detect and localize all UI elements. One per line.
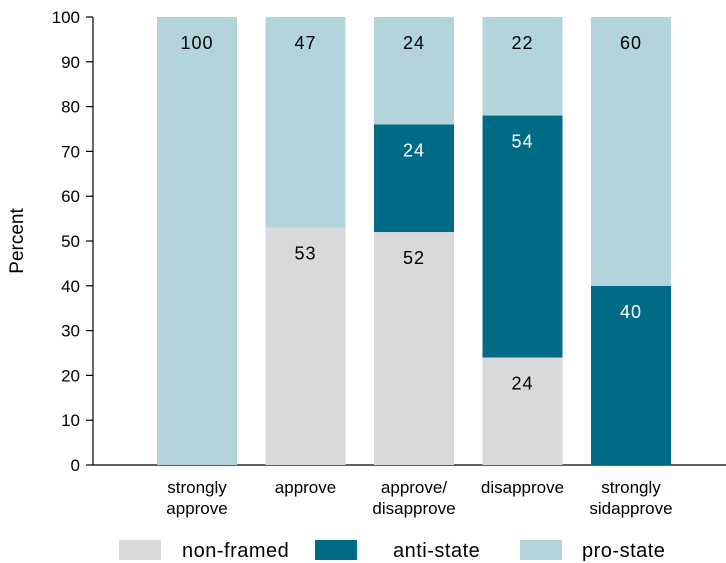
data-label: 24 (511, 373, 533, 393)
data-label: 40 (620, 302, 642, 322)
bar-segment-anti-state (482, 115, 563, 358)
legend-label: non-framed (182, 540, 289, 562)
data-label: 52 (403, 248, 425, 268)
bar-segment-anti-state (374, 124, 454, 233)
bar-segment-pro-state (374, 17, 454, 125)
legend-swatch-anti-state (315, 540, 357, 560)
category-label: approve (275, 478, 336, 497)
y-tick-label: 40 (61, 277, 80, 296)
y-axis-title: Percent (7, 208, 28, 274)
y-tick-label: 10 (61, 411, 80, 430)
category-label: disapprove (481, 478, 564, 497)
y-tick-label: 70 (61, 142, 80, 161)
legend-swatch-pro-state (520, 540, 562, 560)
legend-label: anti-state (393, 540, 480, 562)
bars (157, 17, 671, 465)
y-tick-label: 50 (61, 232, 80, 251)
category-label: sidapprove (589, 499, 672, 518)
category-label: strongly (601, 478, 661, 497)
data-label: 54 (511, 132, 533, 152)
bar-segment-pro-state (482, 17, 563, 116)
y-tick-label: 90 (61, 53, 80, 72)
bar-segment-non-framed (265, 227, 346, 465)
bar-segment-pro-state (591, 17, 671, 286)
category-label: disapprove (372, 499, 455, 518)
data-label: 22 (511, 33, 533, 53)
axes: 0 10 20 30 40 50 60 70 80 90 100 (52, 8, 726, 475)
data-label: 24 (403, 33, 425, 53)
data-labels: 100 53 47 52 24 24 24 54 22 40 60 (180, 33, 642, 393)
y-tick-label: 0 (71, 456, 80, 475)
y-tick-label: 100 (52, 8, 80, 27)
category-label: approve (166, 499, 227, 518)
bar-segment-non-framed (482, 357, 563, 465)
y-axis-title-group: Percent (7, 208, 28, 274)
legend-swatch-non-framed (119, 540, 161, 560)
y-tick-label: 80 (61, 98, 80, 117)
y-tick-label: 60 (61, 187, 80, 206)
data-label: 60 (620, 33, 642, 53)
bar-segment-pro-state (157, 17, 237, 465)
category-label: approve/ (381, 478, 447, 497)
category-label: strongly (167, 478, 227, 497)
bar-segment-anti-state (591, 285, 671, 465)
legend: non-framed anti-state pro-state (119, 540, 665, 562)
y-tick-label: 20 (61, 366, 80, 385)
y-tick-label: 30 (61, 322, 80, 341)
data-label: 53 (294, 244, 316, 264)
data-label: 24 (403, 141, 425, 161)
data-label: 47 (294, 33, 316, 53)
bar-segment-non-framed (374, 232, 454, 465)
data-label: 100 (180, 33, 213, 53)
category-labels: strongly approve approve approve/disapprove… (166, 478, 672, 518)
bar-segment-pro-state (265, 17, 346, 228)
legend-label: pro-state (582, 540, 665, 562)
